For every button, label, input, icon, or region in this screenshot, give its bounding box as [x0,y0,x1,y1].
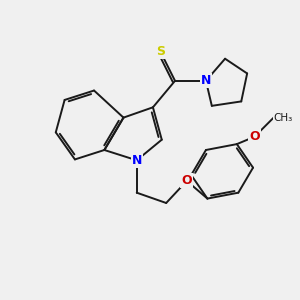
Text: S: S [156,45,165,58]
Text: O: O [249,130,260,143]
Text: CH₃: CH₃ [274,112,293,123]
Text: O: O [182,174,192,188]
Text: N: N [132,154,142,167]
Text: N: N [201,74,211,87]
